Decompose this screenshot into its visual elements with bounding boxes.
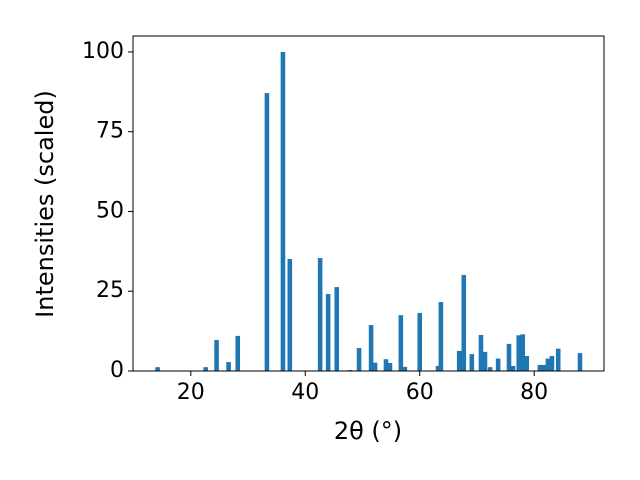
y-tick-label: 75 — [96, 119, 124, 144]
bar — [469, 354, 475, 371]
x-axis-label: 2θ (°) — [334, 417, 402, 445]
bar — [577, 353, 583, 371]
bar — [520, 334, 526, 371]
bar — [435, 365, 441, 371]
bar — [438, 302, 444, 371]
bar — [549, 356, 555, 371]
bar — [555, 348, 561, 371]
bar — [398, 315, 404, 371]
bar — [516, 335, 522, 371]
y-axis-label: Intensities (scaled) — [31, 90, 59, 318]
bar — [461, 274, 467, 371]
bar — [317, 258, 323, 371]
bar — [402, 366, 408, 371]
bar — [387, 363, 393, 371]
bar — [545, 358, 551, 371]
bar — [368, 325, 374, 371]
bar — [287, 259, 293, 371]
y-tick-label: 0 — [110, 358, 124, 383]
x-tick-label: 40 — [291, 380, 319, 405]
bar — [226, 362, 231, 371]
x-tick-label: 20 — [177, 380, 205, 405]
bar — [214, 340, 219, 371]
bar — [487, 367, 493, 371]
bar — [356, 348, 362, 371]
bar — [280, 51, 286, 371]
bar — [482, 351, 488, 371]
bar — [510, 365, 516, 371]
x-tick-label: 80 — [520, 380, 548, 405]
bar — [537, 364, 543, 371]
y-tick-label: 100 — [82, 39, 124, 64]
bar — [456, 350, 462, 371]
bar — [264, 93, 270, 371]
bar — [155, 367, 160, 371]
bar — [334, 287, 340, 371]
axes-frame — [132, 35, 605, 372]
bar — [524, 356, 530, 371]
bar — [495, 358, 501, 371]
bar — [203, 367, 208, 371]
y-tick-label: 25 — [96, 278, 124, 303]
bar — [325, 294, 331, 371]
bar — [372, 362, 378, 371]
bar — [235, 335, 241, 371]
x-tick-label: 60 — [406, 380, 434, 405]
bar — [417, 312, 423, 371]
bar — [383, 359, 389, 371]
bar — [478, 334, 484, 371]
bar — [541, 364, 547, 371]
y-tick-label: 50 — [96, 198, 124, 223]
bar — [506, 343, 512, 371]
